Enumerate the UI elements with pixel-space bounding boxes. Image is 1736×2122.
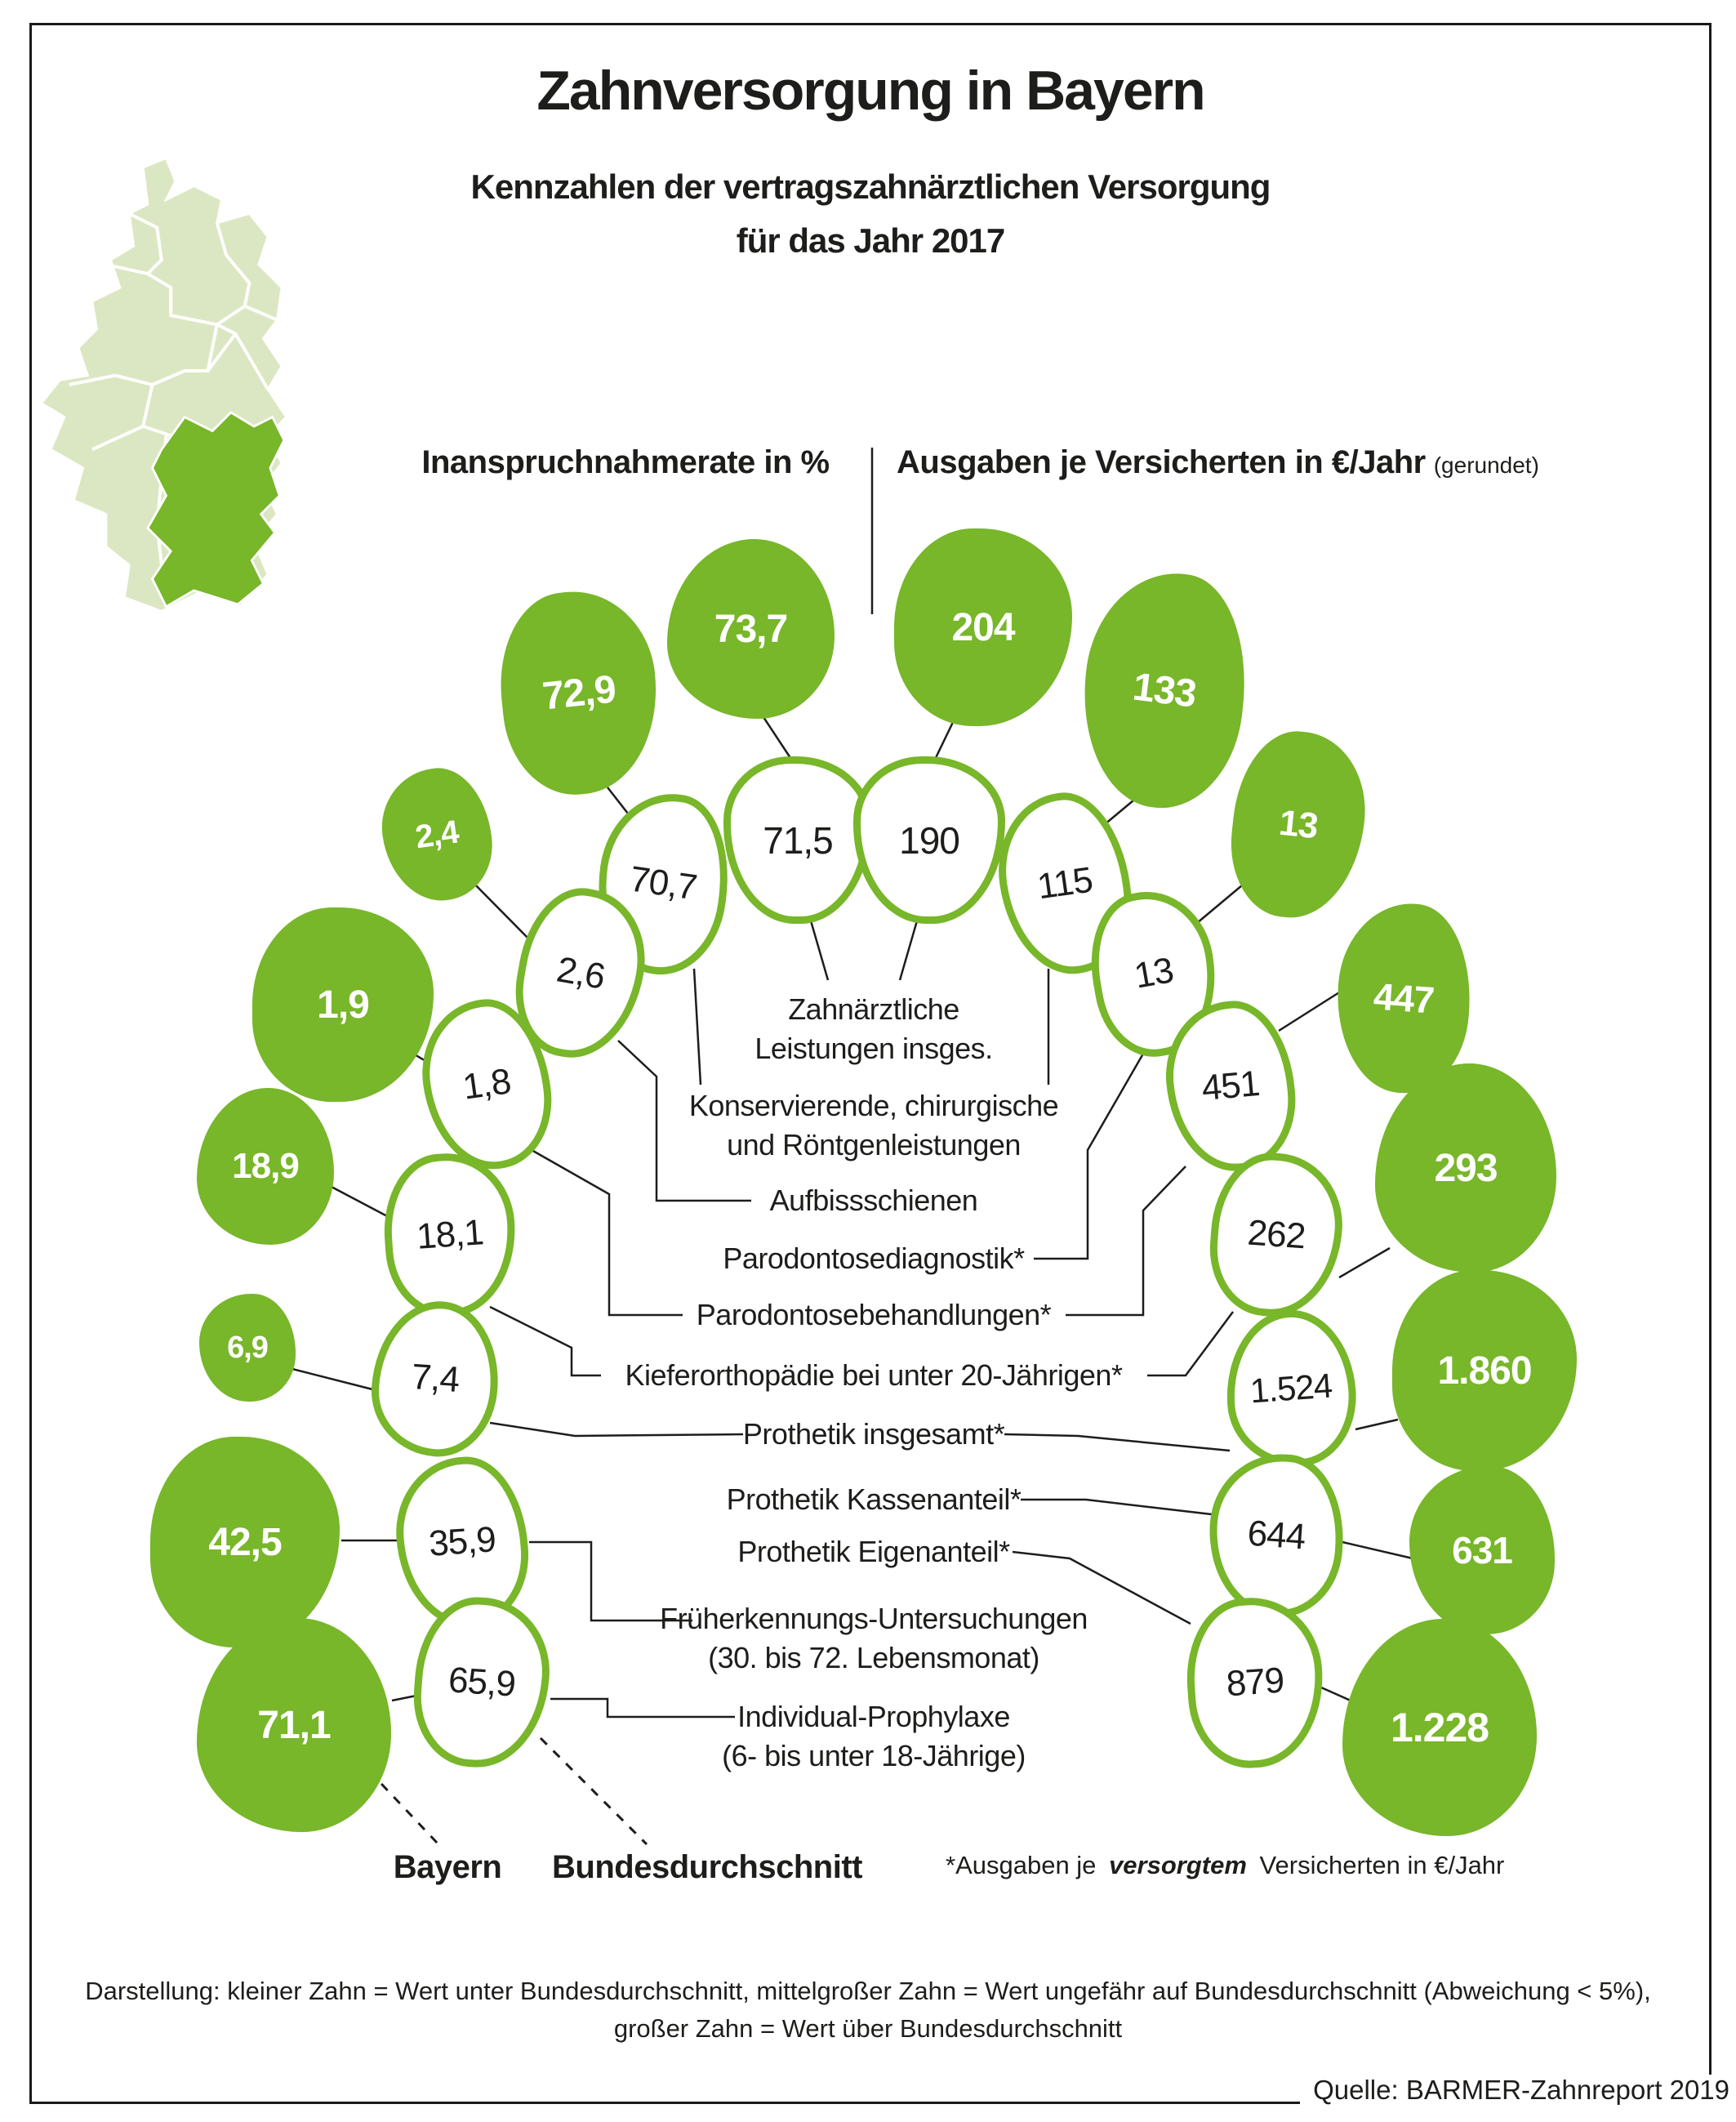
tooth-value: 13	[1131, 950, 1177, 996]
tooth-value: 293	[1434, 1146, 1498, 1190]
category-label-frueherkennungs: Früherkennungs-Untersuchungen (30. bis 72…	[660, 1602, 1088, 1674]
category-label-kieferorthopaedie: Kieferorthopädie bei unter 20-Jährigen*	[625, 1358, 1123, 1392]
tooth-value: 70,7	[627, 858, 699, 908]
tooth-value: 73,7	[714, 607, 788, 651]
tooth-value: 262	[1246, 1212, 1306, 1257]
tooth-bayern-rate-prothetik: 6,9	[199, 1294, 296, 1402]
tooth-value: 1,8	[460, 1061, 514, 1108]
category-label-individualprophylaxe: Individual-Prophylaxe (6- bis unter 18-Jä…	[722, 1700, 1026, 1772]
page-title: Zahnversorgung in Bayern	[536, 60, 1205, 122]
tooth-bayern-eur-kieferorthopaedie: 293	[1375, 1063, 1556, 1273]
legend-bundesdurchschnitt: Bundesdurchschnitt	[552, 1849, 862, 1885]
tooth-value: 115	[1035, 859, 1095, 907]
column-header-cost-note: (gerundet)	[1433, 452, 1539, 478]
page-frame-border	[29, 23, 1712, 2104]
source-credit: Quelle: BARMER-Zahnreport 2019	[1300, 2075, 1729, 2111]
tooth-value: 13	[1277, 802, 1320, 847]
legend-bayern: Bayern	[393, 1849, 502, 1885]
tooth-value: 447	[1372, 974, 1436, 1022]
germany-map-bavaria-highlighted-icon	[39, 156, 288, 613]
tooth-value: 72,9	[540, 666, 618, 719]
tooth-bund-rate-insgesamt: 71,5	[723, 756, 872, 924]
subtitle-line1: Kennzahlen der vertragszahnärztlichen Ve…	[470, 167, 1271, 206]
tooth-value: 1.860	[1437, 1349, 1532, 1393]
tooth-value: 18,1	[415, 1212, 485, 1257]
category-label-insgesamt: Zahnärztliche Leistungen insges.	[754, 992, 993, 1065]
tooth-bayern-rate-frueherkennungs: 42,5	[150, 1437, 340, 1647]
tooth-value: 6,9	[227, 1330, 269, 1365]
tooth-value: 71,1	[257, 1703, 331, 1747]
category-label-prothetik-insgesamt: Prothetik insgesamt*	[742, 1417, 1005, 1451]
tooth-value: 1,9	[317, 983, 370, 1027]
tooth-value: 35,9	[427, 1519, 497, 1564]
tooth-value: 1.524	[1249, 1366, 1333, 1411]
footnote-ausgaben: *Ausgaben je versorgtem Versicherten in …	[946, 1851, 1505, 1879]
tooth-value: 190	[899, 818, 960, 862]
tooth-bayern-rate-parodontosebehandlungen: 1,9	[252, 907, 434, 1102]
category-label-prothetik-kassenanteil: Prothetik Kassenanteil*	[726, 1482, 1022, 1516]
legend-dash-bund	[539, 1736, 648, 1846]
category-label-prothetik-eigenanteil: Prothetik Eigenanteil*	[737, 1535, 1010, 1568]
tooth-value: 1.228	[1390, 1705, 1489, 1750]
subtitle-line2: für das Jahr 2017	[736, 221, 1006, 260]
category-label-aufbissschienen: Aufbissschienen	[769, 1184, 978, 1217]
column-header-cost-text: Ausgaben je Versicherten in €/Jahr	[897, 444, 1426, 480]
size-note-line2: großer Zahn = Wert über Bundesdurchschni…	[613, 2014, 1123, 2043]
tooth-value: 65,9	[447, 1660, 517, 1705]
tooth-value: 879	[1225, 1660, 1285, 1705]
tooth-bayern-eur-prothetik: 1.860	[1392, 1270, 1577, 1471]
tooth-bayern-rate-kieferorthopaedie: 18,9	[197, 1088, 334, 1245]
tooth-bayern-eur-kassenanteil: 631	[1409, 1466, 1555, 1634]
column-header-cost: Ausgaben je Versicherten in €/Jahr (gerun…	[897, 444, 1539, 481]
category-label-parodontosediagnostik: Parodontosediagnostik*	[723, 1242, 1025, 1275]
page-subtitle: Kennzahlen der vertragszahnärztlichen Ve…	[471, 160, 1271, 268]
tooth-value: 42,5	[208, 1520, 282, 1564]
tooth-value: 7,4	[410, 1357, 461, 1400]
tooth-value: 2,6	[554, 949, 608, 997]
tooth-value: 18,9	[232, 1146, 300, 1186]
column-header-rate: Inanspruchnahmerate in %	[421, 444, 830, 480]
category-label-konservierende: Konservierende, chirurgische und Röntgenl…	[688, 1089, 1059, 1161]
tooth-value: 133	[1130, 664, 1199, 716]
bavaria-region	[146, 411, 286, 609]
size-note-line1: Darstellung: kleiner Zahn = Wert unter B…	[85, 1977, 1651, 2005]
tooth-bayern-eur-eigenanteil: 1.228	[1342, 1619, 1537, 1836]
tooth-bayern-eur-insgesamt: 204	[894, 528, 1072, 726]
tooth-bund-eur-insgesamt: 190	[853, 756, 1005, 924]
tooth-bayern-rate-insgesamt: 73,7	[667, 539, 835, 719]
tooth-value: 2,4	[412, 814, 461, 855]
tooth-value: 644	[1246, 1513, 1306, 1558]
tooth-value: 204	[951, 605, 1015, 649]
tooth-bayern-rate-individualprophylaxe: 71,1	[197, 1618, 391, 1832]
category-label-parodontosebehandlungen: Parodontosebehandlungen*	[696, 1298, 1052, 1331]
tooth-value: 451	[1200, 1063, 1262, 1108]
tooth-value: 71,5	[763, 818, 834, 862]
tooth-value: 631	[1452, 1529, 1513, 1571]
